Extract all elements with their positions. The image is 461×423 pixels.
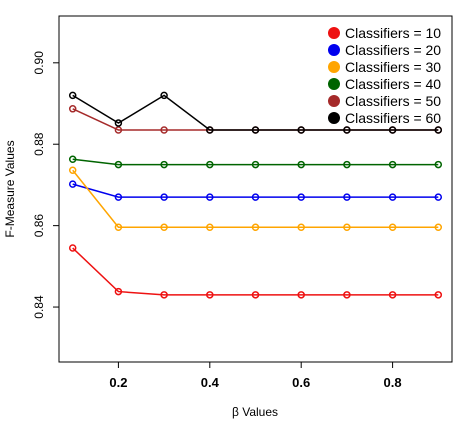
series-6 (68, 91, 443, 134)
data-point (343, 160, 351, 169)
data-point (343, 223, 351, 232)
data-point (251, 126, 260, 134)
data-point (434, 223, 443, 232)
y-axis-label: F-Measure Values (3, 140, 17, 237)
data-point (388, 291, 397, 299)
series-1 (68, 244, 443, 299)
data-point (297, 291, 305, 299)
legend-label: Classifiers = 30 (345, 59, 441, 75)
data-point (114, 287, 123, 296)
legend-label: Classifiers = 60 (345, 110, 441, 126)
legend-item: Classifiers = 30 (328, 59, 441, 75)
data-point (206, 291, 214, 299)
data-point (114, 119, 123, 127)
data-point (297, 193, 305, 201)
x-tick-label: 0.4 (201, 375, 220, 390)
data-point (434, 193, 443, 201)
data-point (206, 126, 214, 134)
data-point (206, 223, 214, 232)
data-point (160, 291, 168, 299)
legend-item: Classifiers = 50 (328, 93, 441, 109)
data-point (68, 105, 77, 113)
data-point (68, 166, 77, 175)
data-point (434, 291, 443, 299)
series-3 (68, 166, 443, 232)
x-tick-label: 0.6 (292, 375, 310, 390)
legend-item: Classifiers = 60 (328, 110, 441, 126)
data-point (160, 160, 168, 169)
series-layer (68, 91, 443, 299)
data-point (160, 223, 168, 232)
legend-marker (328, 112, 340, 124)
data-point (68, 91, 77, 100)
x-tick-label: 0.2 (109, 375, 127, 390)
x-axis: 0.2 0.4 0.6 0.8 (109, 362, 402, 390)
data-point (251, 291, 260, 299)
legend-label: Classifiers = 20 (345, 42, 441, 58)
series-line (72, 169, 439, 229)
y-tick-label: 0.86 (32, 214, 46, 238)
data-point (114, 160, 123, 169)
x-tick-label: 0.8 (384, 375, 402, 390)
x-axis-label: β Values (232, 405, 278, 419)
data-point (388, 223, 397, 232)
data-point (388, 160, 397, 169)
data-point (388, 126, 397, 134)
data-point (434, 160, 443, 169)
series-line (72, 158, 439, 166)
series-line (72, 247, 439, 296)
data-point (114, 126, 123, 134)
legend-marker (328, 78, 340, 90)
data-point (114, 193, 123, 201)
series-2 (68, 180, 443, 201)
data-point (206, 160, 214, 169)
legend-marker (328, 27, 340, 39)
data-point (297, 126, 305, 134)
legend-label: Classifiers = 10 (345, 25, 441, 41)
data-point (160, 126, 168, 134)
series-line (72, 183, 439, 198)
legend-item: Classifiers = 10 (328, 25, 441, 41)
legend-item: Classifiers = 40 (328, 76, 441, 92)
legend-marker (328, 44, 340, 56)
data-point (206, 193, 214, 201)
data-point (68, 244, 77, 252)
data-point (388, 193, 397, 201)
data-point (251, 160, 260, 169)
y-tick-label: 0.84 (32, 295, 46, 319)
data-point (343, 126, 351, 134)
data-point (343, 291, 351, 299)
series-4 (68, 155, 443, 169)
data-point (297, 160, 305, 169)
y-tick-label: 0.90 (32, 51, 46, 75)
data-point (251, 223, 260, 232)
legend-label: Classifiers = 50 (345, 93, 441, 109)
plot-frame (58, 15, 453, 363)
data-point (434, 126, 443, 134)
data-point (297, 223, 305, 232)
series-line (72, 94, 439, 131)
y-axis: 0.84 0.86 0.88 0.90 (32, 51, 59, 319)
y-tick-label: 0.88 (32, 132, 46, 156)
legend-marker (328, 95, 340, 107)
data-point (68, 155, 77, 164)
legend-marker (328, 61, 340, 73)
data-point (114, 223, 123, 232)
legend-label: Classifiers = 40 (345, 76, 441, 92)
data-point (160, 193, 168, 201)
data-point (68, 180, 77, 188)
data-point (251, 193, 260, 201)
data-point (160, 91, 168, 100)
data-point (343, 193, 351, 201)
legend-item: Classifiers = 20 (328, 42, 441, 58)
